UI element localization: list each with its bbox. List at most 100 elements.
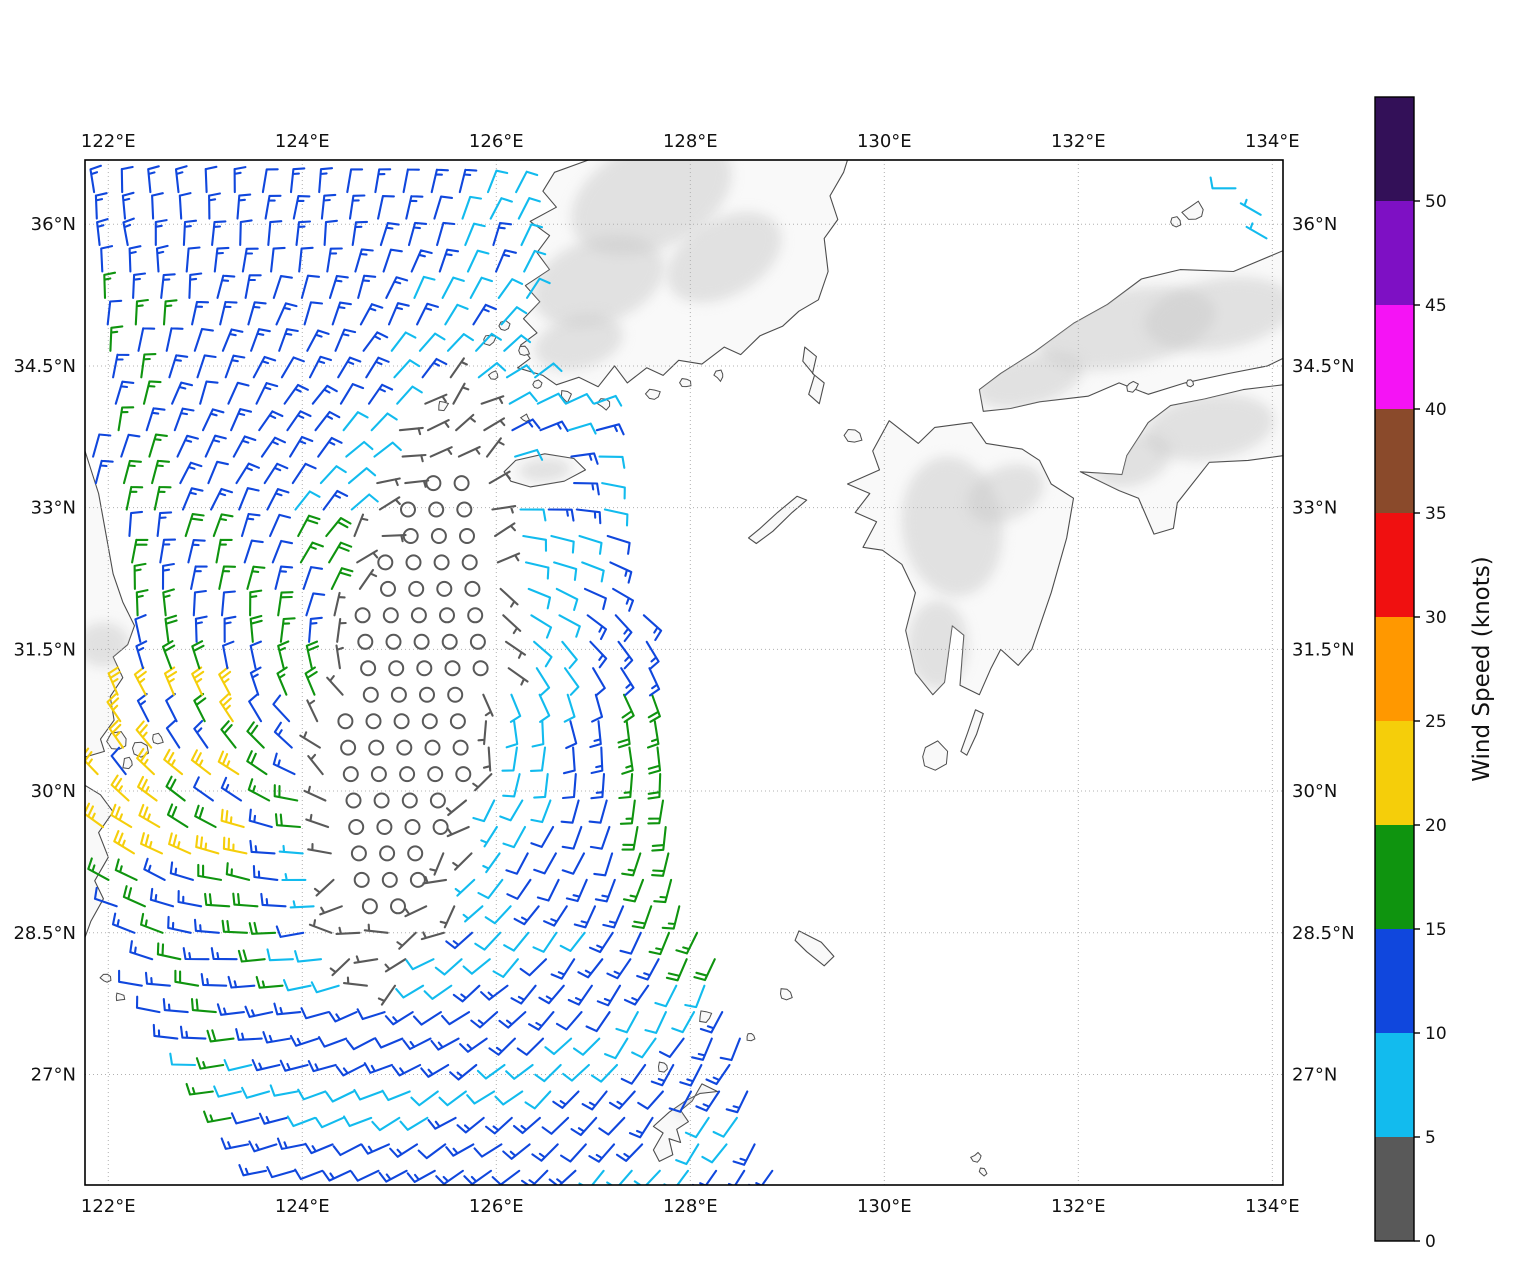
- wind-barb: [473, 1143, 503, 1158]
- calm-circle: [379, 845, 396, 862]
- wind-barb: [701, 1143, 728, 1164]
- wind-barb: [137, 327, 156, 352]
- wind-barb: [429, 852, 445, 876]
- calm-circle: [427, 766, 444, 783]
- colorbar-bin-40-45: [1375, 305, 1414, 409]
- wind-barb: [249, 666, 262, 696]
- wind-barb: [684, 1116, 710, 1139]
- wind-barb: [463, 1169, 493, 1185]
- terrain-blob: [532, 235, 664, 327]
- wind-barb: [483, 417, 506, 432]
- wind-barb: [248, 1140, 278, 1153]
- wind-barb: [482, 693, 494, 717]
- calm-circle: [456, 501, 473, 518]
- lon-tick-label-bottom: 132°E: [1051, 1196, 1106, 1217]
- wind-barb: [272, 694, 291, 723]
- wind-barb: [502, 773, 521, 798]
- wind-barb: [328, 1011, 358, 1023]
- wind-barb: [261, 168, 279, 194]
- wind-barb: [269, 1084, 299, 1097]
- wind-barb: [494, 1090, 524, 1106]
- wind-barb: [304, 1142, 334, 1155]
- wind-barb: [391, 1063, 422, 1077]
- wind-barb: [240, 512, 261, 538]
- wind-barb: [622, 878, 645, 903]
- wind-barb: [492, 221, 513, 247]
- wind-barb: [220, 808, 245, 829]
- lat-tick-label-left: 34.5°N: [13, 356, 76, 377]
- wind-barb: [410, 1090, 439, 1107]
- wind-barb: [345, 440, 374, 458]
- wind-barb: [583, 587, 607, 611]
- wind-barb: [485, 437, 505, 458]
- island: [699, 1010, 713, 1023]
- wind-barb: [636, 958, 660, 981]
- calm-circle: [408, 580, 425, 597]
- wind-barb: [308, 616, 323, 643]
- wind-barb: [459, 1037, 488, 1053]
- colorbar-tick-label: 25: [1425, 712, 1447, 732]
- wind-barb: [588, 799, 608, 824]
- wind-barb: [488, 470, 511, 485]
- wind-barb: [255, 382, 279, 405]
- calm-circle: [428, 501, 445, 518]
- wind-barb: [129, 940, 154, 961]
- wind-barb: [356, 549, 379, 564]
- wind-barb: [586, 614, 608, 641]
- wind-barb: [446, 825, 470, 838]
- wind-barb: [103, 271, 117, 299]
- wind-barb: [513, 905, 540, 926]
- wind-barb: [156, 942, 182, 961]
- wind-barb: [358, 568, 378, 590]
- wind-barb: [536, 878, 560, 902]
- wind-barb: [322, 489, 349, 511]
- colorbar-bin-20-25: [1375, 721, 1414, 825]
- wind-barb: [378, 496, 401, 511]
- wind-barb: [637, 1090, 664, 1110]
- terrain-blob: [571, 160, 732, 256]
- wind-barb: [393, 359, 421, 379]
- wind-barb: [615, 1143, 644, 1162]
- wind-barb: [524, 561, 550, 580]
- wind-barb: [230, 1112, 260, 1125]
- wind-barb: [396, 385, 423, 405]
- wind-barb: [561, 640, 578, 670]
- wind-barb: [623, 984, 650, 1006]
- wind-barb: [620, 1063, 647, 1085]
- wind-barb: [417, 1143, 447, 1160]
- wind-barb: [151, 192, 164, 220]
- wind-barb: [1245, 222, 1268, 240]
- wind-barb: [401, 453, 427, 463]
- wind-barb: [351, 220, 369, 247]
- wind-barb: [472, 773, 493, 792]
- wind-barb: [246, 721, 265, 749]
- wind-barb: [648, 667, 661, 697]
- wind-barb: [438, 248, 460, 273]
- calm-circle: [467, 607, 484, 624]
- wind-barb: [1209, 176, 1237, 190]
- wind-barb: [482, 852, 501, 874]
- wind-barb: [445, 799, 468, 817]
- wind-barb: [515, 170, 539, 194]
- terrain-blob: [534, 314, 623, 370]
- wind-barb: [536, 392, 567, 405]
- wind-barb: [131, 538, 149, 564]
- wind-barb: [407, 221, 428, 247]
- wind-barb: [562, 746, 576, 775]
- calm-circle: [405, 554, 422, 571]
- wind-barb: [213, 1085, 242, 1098]
- wind-barb: [193, 776, 214, 802]
- wind-barb: [319, 905, 343, 916]
- wind-barb: [252, 864, 279, 881]
- lon-tick-label-bottom: 130°E: [857, 1196, 912, 1217]
- wind-barb: [313, 878, 335, 897]
- wind-barb: [614, 614, 633, 643]
- wind-barb: [492, 958, 519, 978]
- wind-barb: [274, 813, 302, 829]
- lat-tick-labels: 36°N 36°N 34.5°N 34.5°N 33°N 33°N 31.5°N 31.5°N…: [13, 214, 1354, 1085]
- wind-barb: [426, 419, 450, 432]
- wind-barb: [399, 1116, 429, 1131]
- wind-barb: [356, 1008, 386, 1021]
- wind-barb: [653, 878, 673, 904]
- calm-circle: [360, 660, 377, 677]
